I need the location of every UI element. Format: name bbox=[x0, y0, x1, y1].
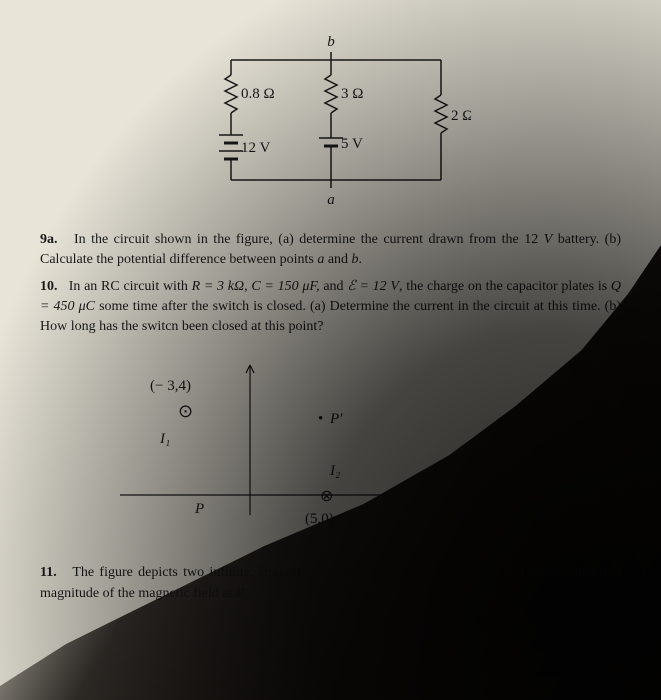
point-neg3-4: (− 3,4) bbox=[150, 378, 191, 394]
cross-icon: ⊗ bbox=[320, 488, 333, 505]
problem-11-label: 11. bbox=[40, 565, 57, 580]
problem-9a-label: 9a. bbox=[40, 232, 58, 247]
circuit-diagram: b a 0.8 Ω 3 Ω 2 Ω 12 V 5 V bbox=[191, 20, 471, 210]
problem-11: 11. The figure depicts two infinite, str… bbox=[40, 563, 621, 604]
v2-label: 5 V bbox=[341, 136, 363, 152]
problem-9a: 9a. In the circuit shown in the figure, … bbox=[40, 230, 621, 271]
point-5-0: (5,0) bbox=[305, 511, 334, 527]
dot-icon: ⊙ bbox=[178, 401, 193, 421]
node-a-label: a bbox=[327, 192, 335, 208]
problem-10: 10. In an RC circuit with R = 3 kΩ, C = … bbox=[40, 277, 621, 338]
v1-label: 12 V bbox=[241, 140, 270, 156]
p-prime-dot: • bbox=[318, 411, 323, 427]
r3-label: 2 Ω bbox=[451, 108, 471, 124]
r2-label: 3 Ω bbox=[341, 86, 363, 102]
r1-label: 0.8 Ω bbox=[241, 86, 275, 102]
node-b-label: b bbox=[327, 34, 335, 50]
p-label: P bbox=[194, 501, 204, 517]
i2-label: I₂ bbox=[329, 463, 340, 479]
p-prime-label: P′ bbox=[329, 411, 343, 427]
i1-label: I₁ bbox=[159, 431, 170, 447]
problem-10-label: 10. bbox=[40, 279, 58, 294]
currents-diagram: (− 3,4) ⊙ I₁ • P′ I₂ ⊗ (5,0) P bbox=[100, 355, 420, 545]
